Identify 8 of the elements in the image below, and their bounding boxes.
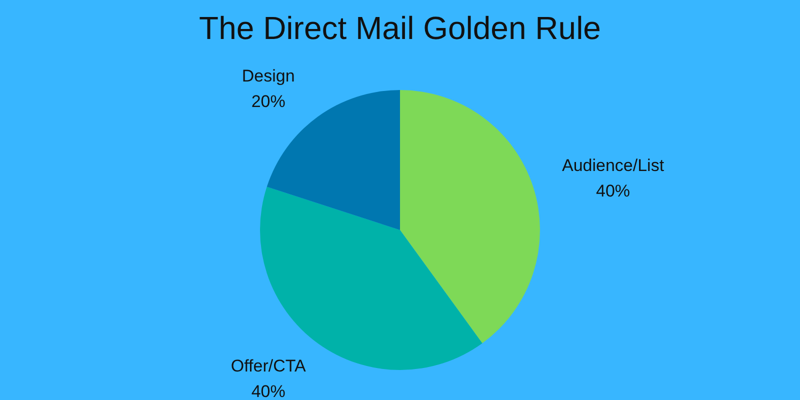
data-label: 40% bbox=[251, 382, 286, 400]
slice-label: Offer/CTA bbox=[230, 356, 306, 376]
chart-title: The Direct Mail Golden Rule bbox=[199, 10, 601, 46]
data-label: 20% bbox=[251, 92, 286, 112]
pie-slice bbox=[400, 90, 540, 344]
data-label: 40% bbox=[596, 182, 630, 201]
slice-label: Audience/List bbox=[562, 156, 664, 176]
slice-label: Design bbox=[242, 66, 295, 86]
